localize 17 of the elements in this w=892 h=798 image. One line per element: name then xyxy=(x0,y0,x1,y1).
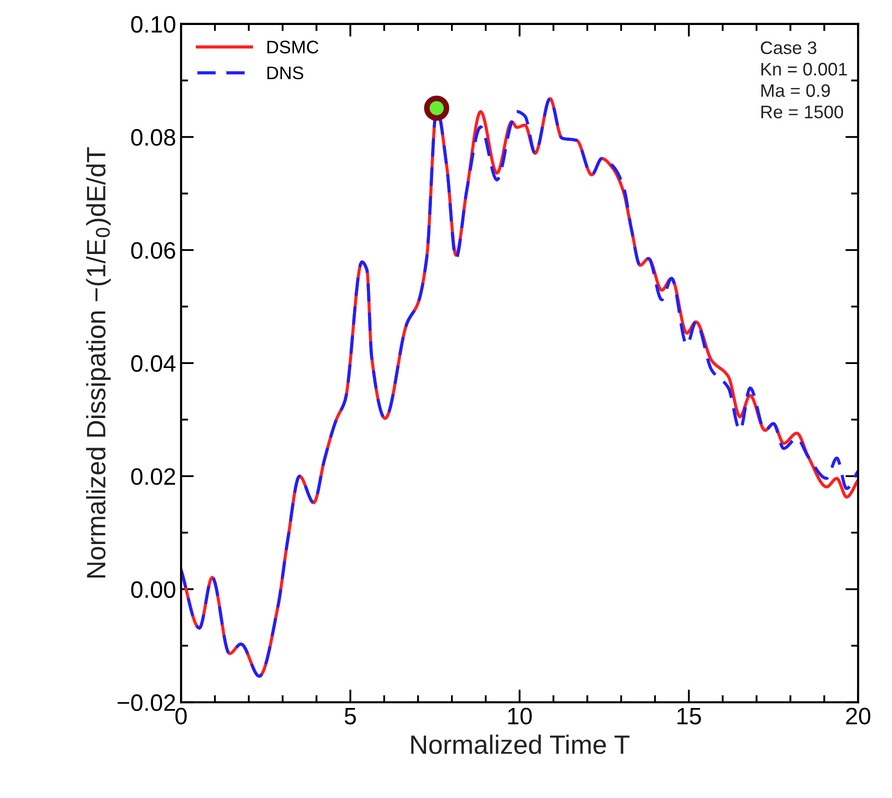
x-axis-title: Normalized Time T xyxy=(411,734,630,754)
y-tick-label: 0.10 xyxy=(131,16,176,33)
x-tick-label: 0 xyxy=(175,708,187,724)
y-tick-label: 0.00 xyxy=(131,581,176,598)
x-tick-label: 15 xyxy=(678,708,701,724)
y-tick-label: −0.02 xyxy=(118,694,176,712)
y-tick-label: 0.02 xyxy=(131,468,176,485)
annotation: Case 3 Kn = 0.001 Ma = 0.9 Re = 1500 xyxy=(760,41,847,118)
x-tick-label: 5 xyxy=(344,708,356,724)
y-tick-label: 0.08 xyxy=(131,129,176,146)
y-tick-label: 0.04 xyxy=(131,355,176,372)
x-tick-label: 10 xyxy=(508,708,532,724)
y-axis-title: Normalized Dissipation −(1/E$_{0}$)dE/dT xyxy=(86,147,111,578)
x-tick-label: 20 xyxy=(846,708,870,724)
legend-label: DNS xyxy=(267,66,304,80)
legend-label: DSMC xyxy=(267,40,318,54)
y-tick-label: 0.06 xyxy=(131,242,176,259)
